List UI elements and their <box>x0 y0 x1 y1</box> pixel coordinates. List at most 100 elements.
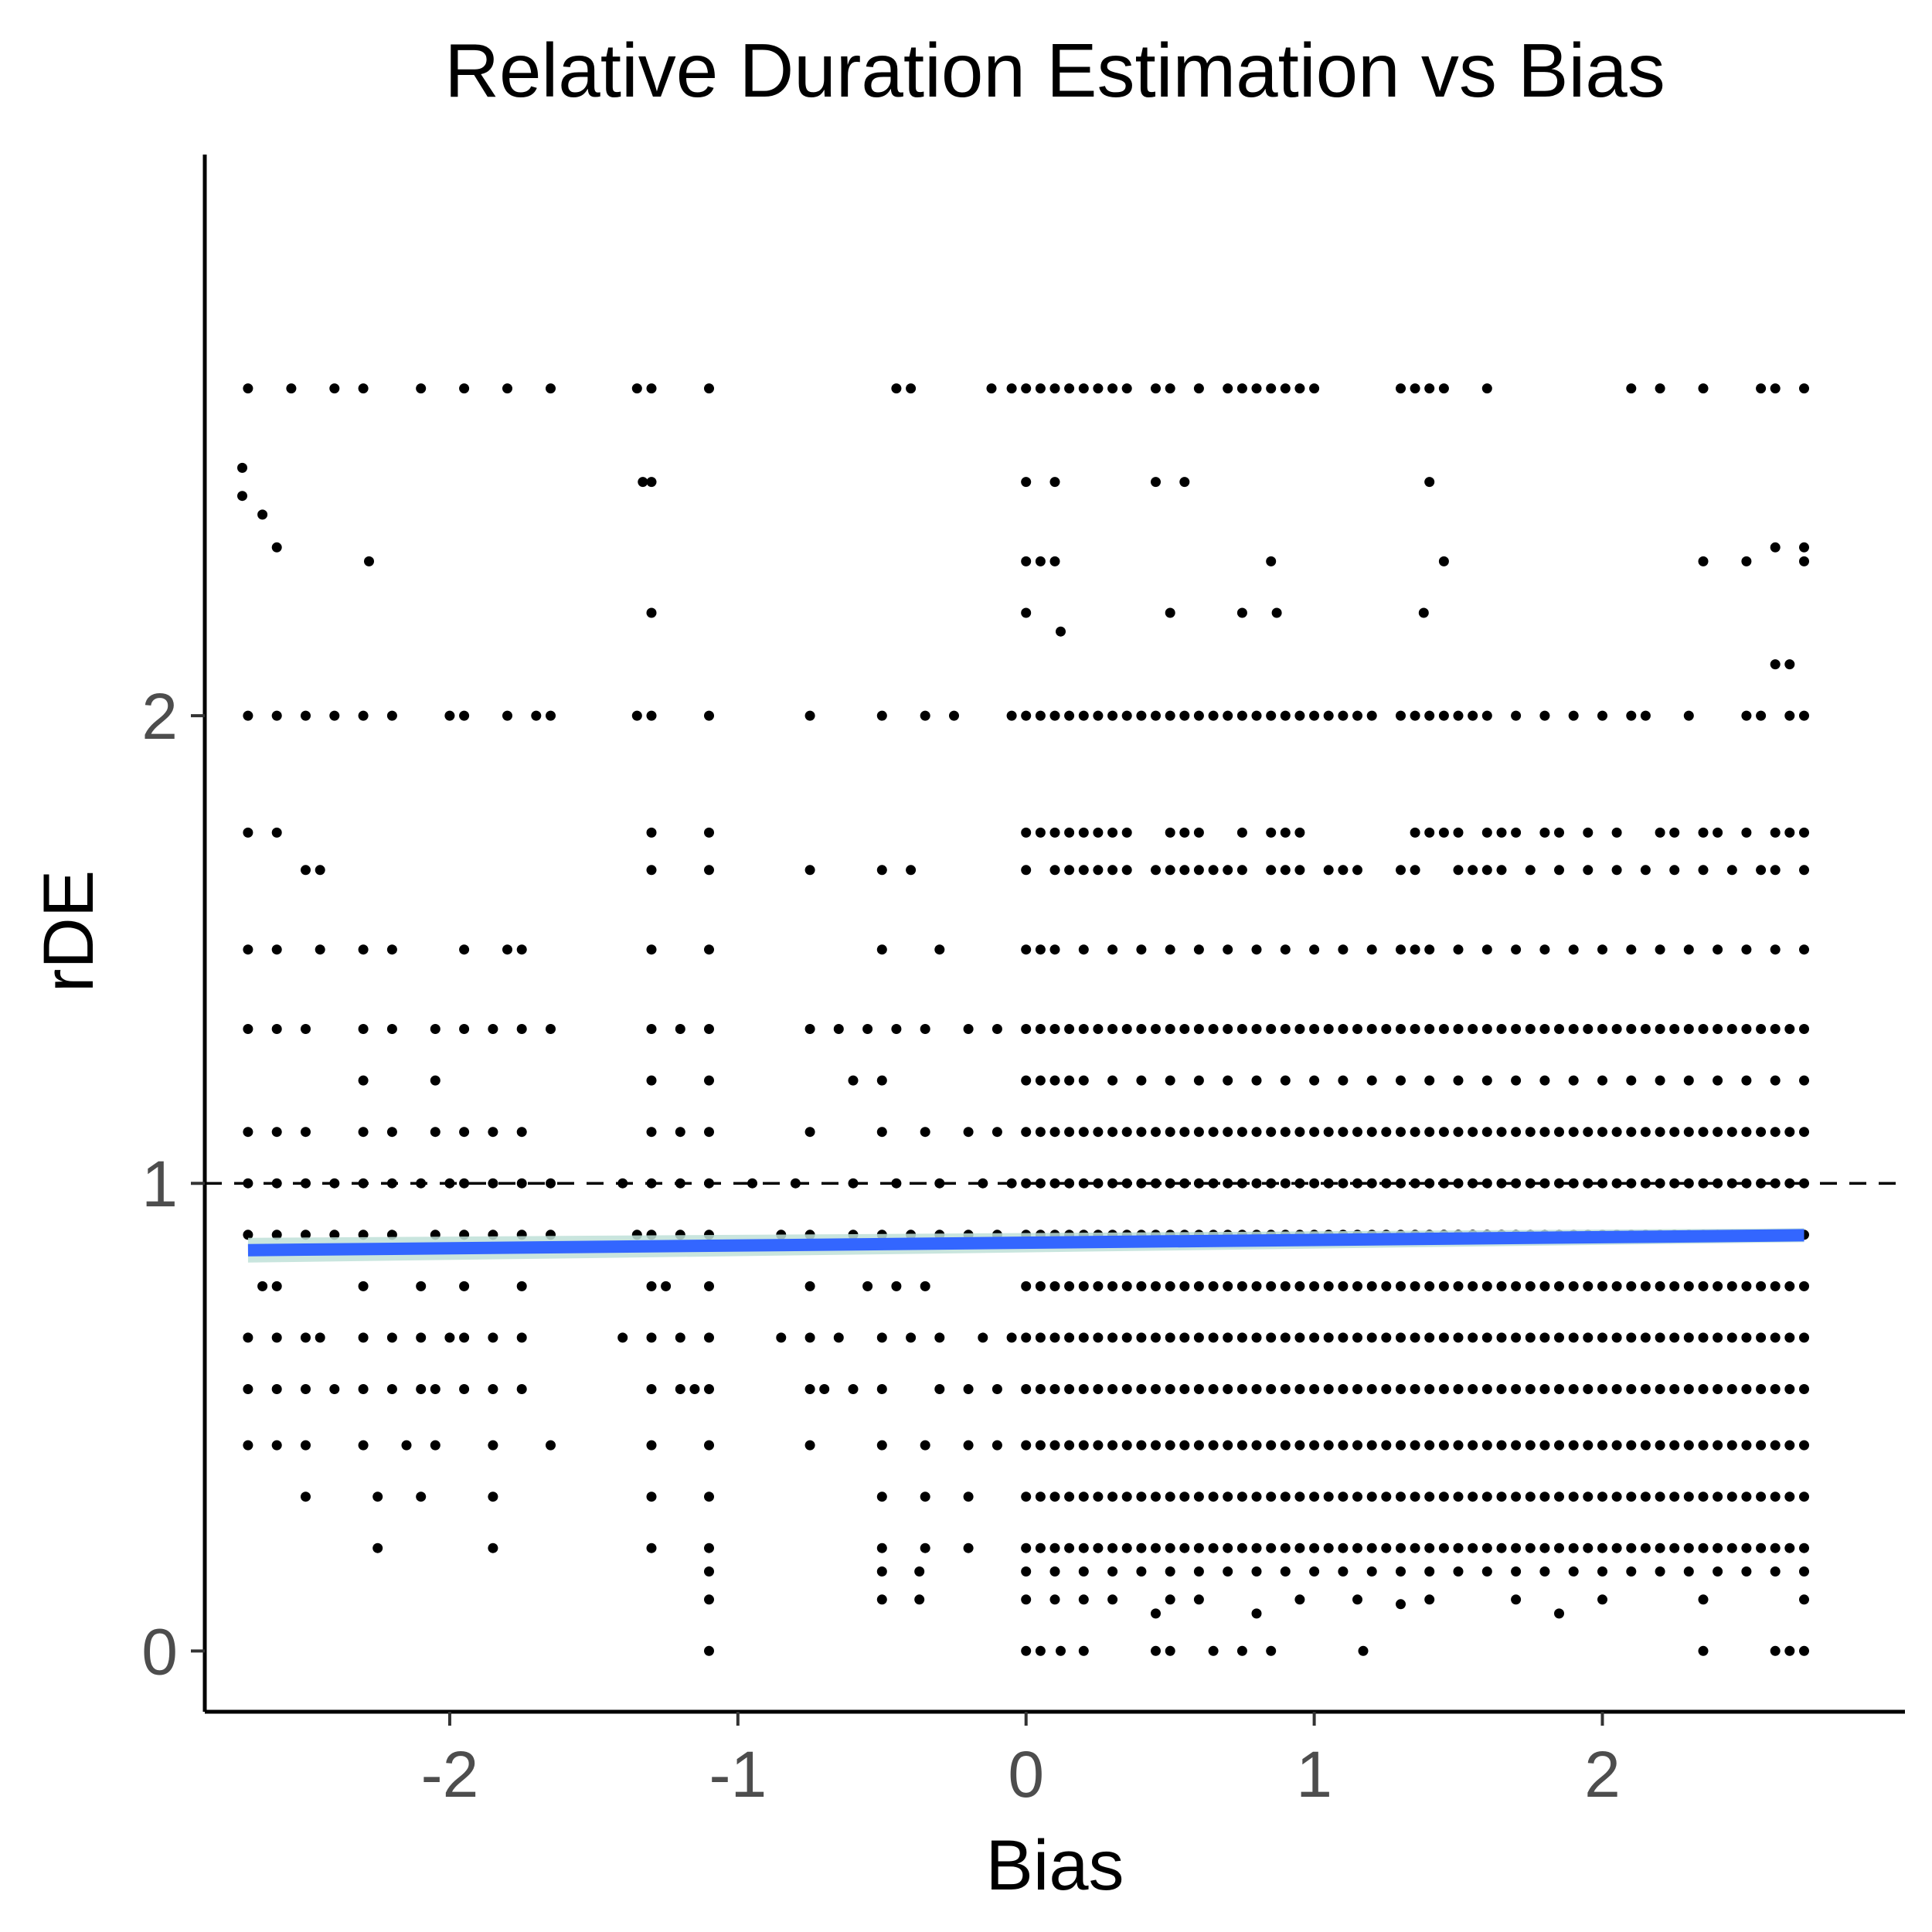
data-point <box>876 865 887 876</box>
data-point <box>1770 1332 1781 1343</box>
data-point <box>1481 1178 1492 1189</box>
data-point <box>1078 1075 1089 1086</box>
data-point <box>1626 944 1637 955</box>
data-point <box>301 1492 311 1502</box>
data-point <box>1770 1440 1781 1451</box>
data-point <box>1021 607 1032 618</box>
data-point <box>243 1230 253 1240</box>
data-point <box>876 944 887 955</box>
data-point <box>1496 1332 1507 1343</box>
data-point <box>920 1440 930 1451</box>
data-point <box>1410 1024 1420 1034</box>
data-point <box>986 383 997 394</box>
data-point <box>1554 1543 1564 1553</box>
data-point <box>488 1543 498 1553</box>
data-point <box>1756 1543 1767 1553</box>
data-point <box>1539 1024 1550 1034</box>
data-point <box>1381 1492 1392 1502</box>
data-point <box>704 1492 714 1502</box>
data-point <box>1280 1566 1291 1577</box>
data-point <box>934 944 945 955</box>
data-point <box>704 1384 714 1394</box>
data-point <box>1223 944 1233 955</box>
data-point <box>1165 710 1175 721</box>
data-point <box>804 1384 815 1394</box>
data-point <box>1554 1024 1564 1034</box>
data-point <box>1251 710 1262 721</box>
data-point <box>1193 865 1204 876</box>
data-point <box>1049 865 1060 876</box>
data-point <box>1309 1384 1320 1394</box>
data-point <box>1236 607 1247 618</box>
data-point <box>1396 710 1406 721</box>
data-point <box>646 1384 657 1394</box>
data-point <box>1366 710 1377 721</box>
data-point <box>1453 1332 1464 1343</box>
data-point <box>1481 1127 1492 1138</box>
data-point <box>1136 1024 1147 1034</box>
data-point <box>1669 1332 1680 1343</box>
data-point <box>1251 944 1262 955</box>
data-point <box>1193 1332 1204 1343</box>
data-point <box>1338 1024 1349 1034</box>
data-point <box>1078 865 1089 876</box>
data-point <box>1064 1332 1075 1343</box>
data-point <box>963 1543 974 1553</box>
data-point <box>1338 1566 1349 1577</box>
data-point <box>992 1440 1002 1451</box>
data-point <box>1179 1384 1190 1394</box>
data-point <box>1323 1024 1334 1034</box>
data-point <box>1236 1384 1247 1394</box>
data-point <box>1597 1075 1607 1086</box>
data-point <box>1078 1127 1089 1138</box>
data-point <box>1280 944 1291 955</box>
data-point <box>1121 1492 1132 1502</box>
data-point <box>1280 865 1291 876</box>
data-point <box>1410 1384 1420 1394</box>
data-point <box>1410 865 1420 876</box>
data-point <box>704 1332 714 1343</box>
data-point <box>358 1075 369 1086</box>
data-point <box>963 1384 974 1394</box>
data-point <box>1352 1492 1362 1502</box>
data-point <box>1597 1543 1607 1553</box>
data-point <box>1396 944 1406 955</box>
data-point <box>1309 1024 1320 1034</box>
data-point <box>1049 710 1060 721</box>
data-point <box>1165 865 1175 876</box>
data-point <box>1049 1075 1060 1086</box>
data-point <box>1511 827 1522 838</box>
data-point <box>1554 1440 1564 1451</box>
data-point <box>1035 1075 1046 1086</box>
data-point <box>358 1024 369 1034</box>
data-point <box>804 1024 815 1034</box>
data-point <box>1151 1281 1161 1291</box>
data-point <box>243 1440 253 1451</box>
data-point <box>1784 1332 1795 1343</box>
data-point <box>1107 827 1118 838</box>
data-point <box>1525 1332 1536 1343</box>
data-point <box>1525 1543 1536 1553</box>
data-point <box>862 1024 873 1034</box>
data-point <box>1424 710 1435 721</box>
data-point <box>1784 1645 1795 1656</box>
data-point <box>1468 1543 1478 1553</box>
data-point <box>646 607 657 618</box>
data-point <box>1597 1127 1607 1138</box>
data-point <box>1266 710 1277 721</box>
data-point <box>1453 827 1464 838</box>
x-tick-label: 0 <box>1008 1738 1044 1811</box>
data-point <box>1165 1127 1175 1138</box>
data-point <box>459 1178 470 1189</box>
data-point <box>1424 1440 1435 1451</box>
data-point <box>704 944 714 955</box>
data-point <box>1381 1024 1392 1034</box>
data-point <box>1583 1384 1594 1394</box>
data-point <box>1784 827 1795 838</box>
data-point <box>1280 827 1291 838</box>
data-point <box>516 944 527 955</box>
data-point <box>1713 1332 1723 1343</box>
data-point <box>1151 1608 1161 1619</box>
data-point <box>876 1332 887 1343</box>
